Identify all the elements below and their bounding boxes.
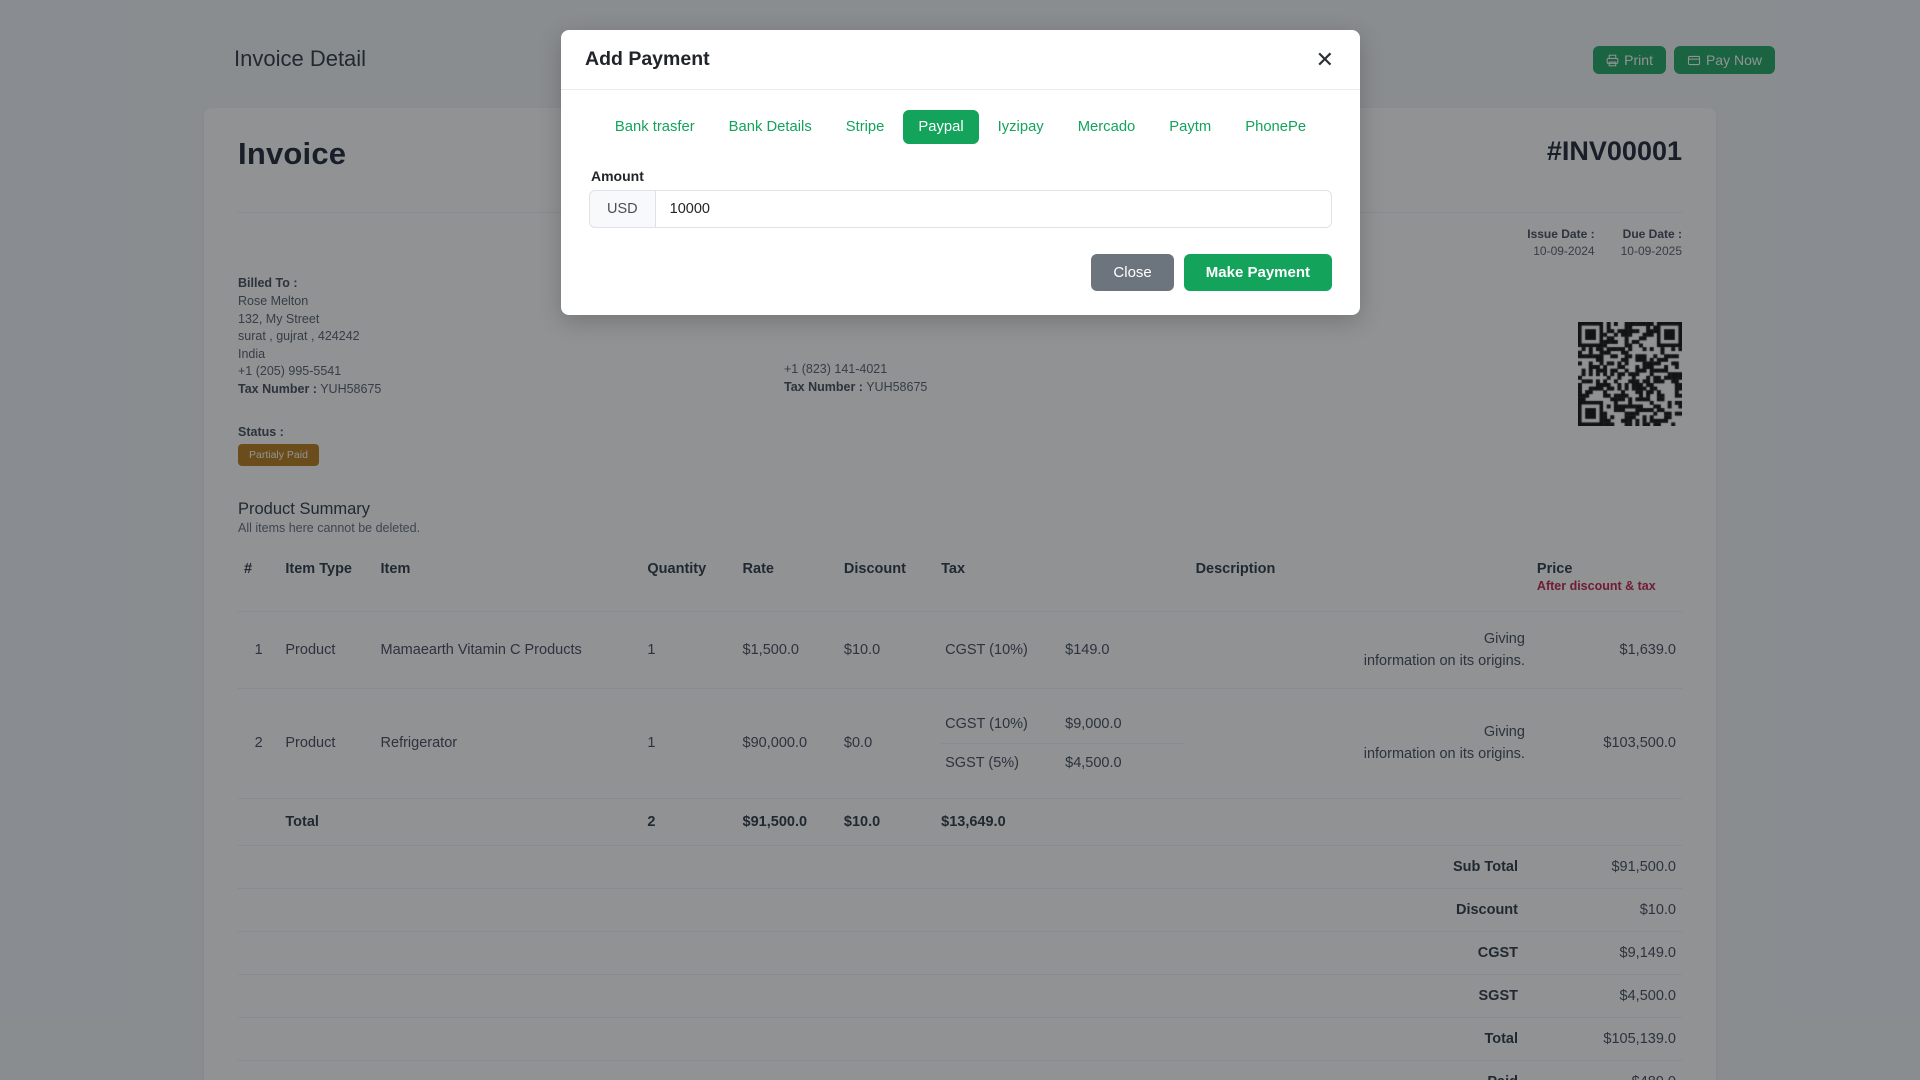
payment-method-tabs: Bank trasfer Bank Details Stripe Paypal Iyzi… <box>589 110 1332 144</box>
payment-tab-mercado[interactable]: Mercado <box>1063 110 1151 144</box>
currency-prefix: USD <box>589 190 655 228</box>
close-button[interactable]: Close <box>1091 254 1174 291</box>
add-payment-modal: Add Payment ✕ Bank trasfer Bank Details St… <box>561 30 1360 315</box>
make-payment-button[interactable]: Make Payment <box>1183 254 1332 291</box>
amount-input-group: USD <box>589 190 1332 228</box>
payment-tab-bank-details[interactable]: Bank Details <box>714 110 827 144</box>
amount-label: Amount <box>591 168 644 184</box>
payment-tab-phonepe[interactable]: PhonePe <box>1230 110 1321 144</box>
close-icon[interactable]: ✕ <box>1315 46 1334 72</box>
payment-tab-stripe[interactable]: Stripe <box>831 110 900 144</box>
payment-tab-paypal[interactable]: Paypal <box>903 110 979 144</box>
modal-body: Bank trasfer Bank Details Stripe Paypal Iyzi… <box>561 90 1360 236</box>
payment-tab-iyzipay[interactable]: Iyzipay <box>983 110 1059 144</box>
payment-tab-bank-trasfer[interactable]: Bank trasfer <box>600 110 710 144</box>
modal-footer: Close Make Payment <box>561 236 1360 315</box>
modal-title: Add Payment <box>585 48 710 70</box>
amount-input[interactable] <box>654 190 1332 228</box>
modal-header: Add Payment ✕ <box>561 30 1360 90</box>
payment-tab-paytm[interactable]: Paytm <box>1154 110 1226 144</box>
